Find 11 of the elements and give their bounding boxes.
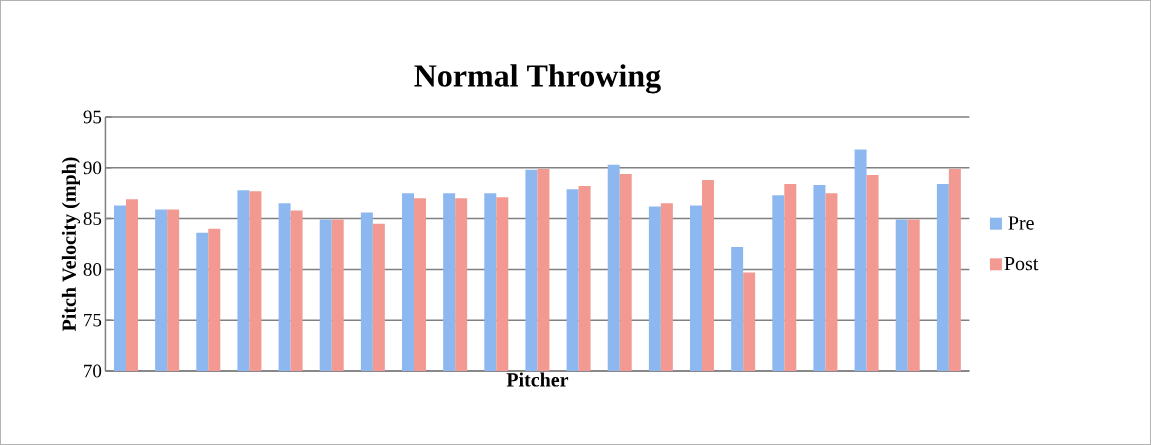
legend-label: Pre: [1008, 216, 1034, 230]
x-axis-title: Pitcher: [506, 372, 569, 387]
y-tick-label: 85: [83, 212, 102, 226]
y-tick-label: 80: [83, 263, 102, 276]
chart-title: Normal Throwing: [414, 64, 661, 94]
y-tick-label: 70: [84, 364, 102, 378]
y-axis-title: Pitch Velocity (mph): [61, 157, 81, 332]
y-tick-label: 95: [83, 110, 102, 124]
y-tick-label: 75: [84, 313, 102, 327]
y-tick-label: 90: [83, 161, 102, 175]
legend-label: Post: [1004, 257, 1039, 271]
